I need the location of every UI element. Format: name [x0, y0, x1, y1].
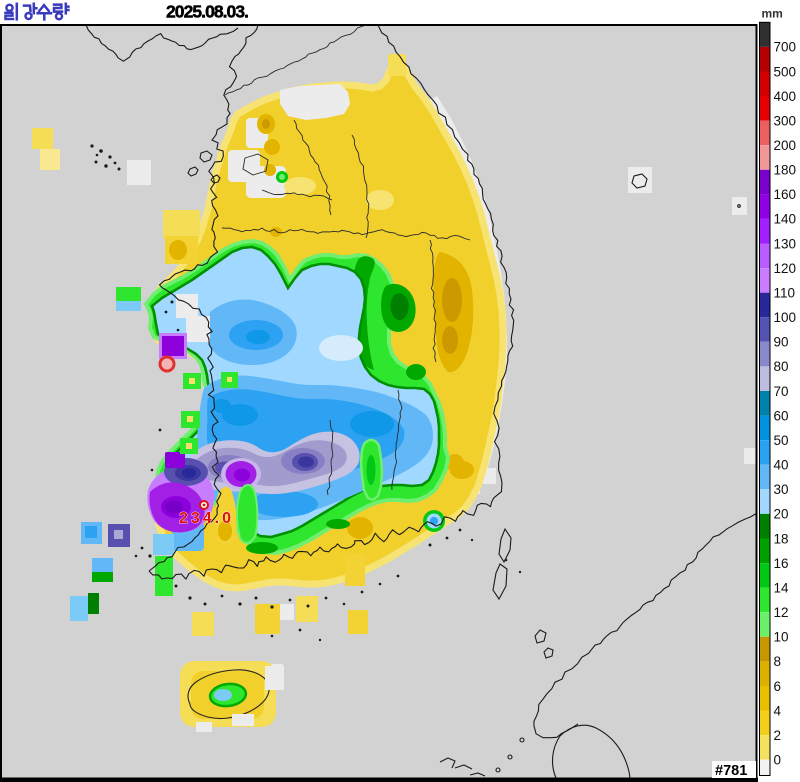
svg-text:20: 20 — [774, 507, 789, 522]
svg-text:14: 14 — [774, 580, 790, 595]
svg-text:140: 140 — [774, 212, 797, 227]
svg-text:#781: #781 — [715, 763, 747, 779]
svg-text:160: 160 — [774, 187, 797, 202]
svg-text:4: 4 — [774, 703, 782, 718]
svg-text:16: 16 — [774, 556, 789, 571]
svg-text:10: 10 — [774, 630, 789, 645]
svg-text:70: 70 — [774, 384, 789, 399]
svg-text:700: 700 — [774, 40, 797, 55]
svg-text:120: 120 — [774, 261, 797, 276]
svg-text:200: 200 — [774, 138, 797, 153]
svg-text:60: 60 — [774, 408, 789, 423]
svg-text:40: 40 — [774, 458, 789, 473]
svg-text:12: 12 — [774, 605, 789, 620]
svg-text:30: 30 — [774, 482, 789, 497]
svg-text:50: 50 — [774, 433, 789, 448]
svg-text:2: 2 — [774, 728, 782, 743]
svg-text:500: 500 — [774, 64, 797, 79]
svg-text:400: 400 — [774, 89, 797, 104]
svg-text:mm: mm — [762, 7, 783, 21]
svg-text:90: 90 — [774, 335, 789, 350]
svg-text:2025.08.03.: 2025.08.03. — [166, 2, 249, 22]
svg-text:80: 80 — [774, 359, 789, 374]
svg-text:100: 100 — [774, 310, 797, 325]
svg-text:8: 8 — [774, 654, 782, 669]
svg-text:234.0: 234.0 — [179, 510, 231, 527]
svg-text:18: 18 — [774, 531, 789, 546]
svg-text:180: 180 — [774, 163, 797, 178]
svg-text:130: 130 — [774, 236, 797, 251]
svg-text:300: 300 — [774, 113, 797, 128]
svg-text:0: 0 — [774, 753, 782, 768]
svg-text:6: 6 — [774, 679, 782, 694]
svg-text:110: 110 — [774, 286, 796, 301]
